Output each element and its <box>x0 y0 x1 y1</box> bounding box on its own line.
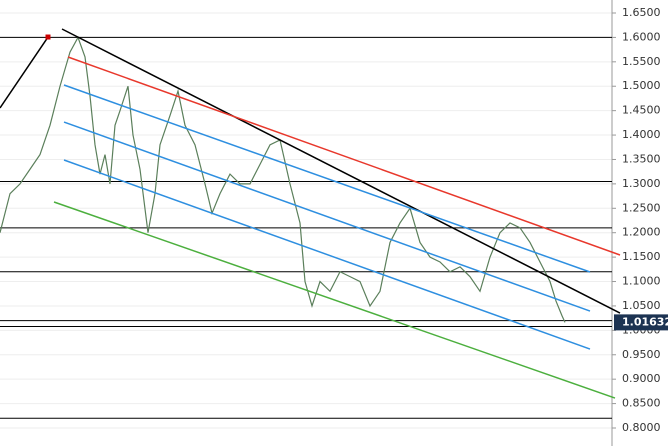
y-tick-label: 1.6000 <box>622 30 661 43</box>
y-tick-label: 1.3500 <box>622 152 661 165</box>
trend-line <box>63 121 591 312</box>
trend-line <box>63 159 591 350</box>
y-tick-label: 1.1000 <box>622 275 661 288</box>
y-tick-label: 1.5000 <box>622 79 661 92</box>
y-tick-label: 0.9000 <box>622 372 661 385</box>
y-tick-label: 1.1500 <box>622 250 661 263</box>
y-tick-label: 1.4500 <box>622 104 661 117</box>
y-tick-label: 0.9500 <box>622 348 661 361</box>
last-price-label: 1.01632 <box>622 315 668 328</box>
y-tick-label: 1.5500 <box>622 55 661 68</box>
y-tick-label: 1.2500 <box>622 201 661 214</box>
trend-line <box>0 36 49 109</box>
y-tick-label: 1.6500 <box>622 6 661 19</box>
trend-line <box>67 56 621 256</box>
y-tick-label: 0.8000 <box>622 421 661 434</box>
y-tick-label: 1.2000 <box>622 226 661 239</box>
y-tick-label: 1.0500 <box>622 299 661 312</box>
trend-line <box>53 201 616 399</box>
y-tick-label: 1.3000 <box>622 177 661 190</box>
anchor-marker <box>45 34 51 40</box>
y-tick-label: 0.8500 <box>622 397 661 410</box>
y-tick-label: 1.4000 <box>622 128 661 141</box>
trend-line <box>63 84 591 273</box>
trend-line <box>61 28 621 314</box>
price-line <box>0 35 566 323</box>
last-price-box <box>614 314 668 331</box>
